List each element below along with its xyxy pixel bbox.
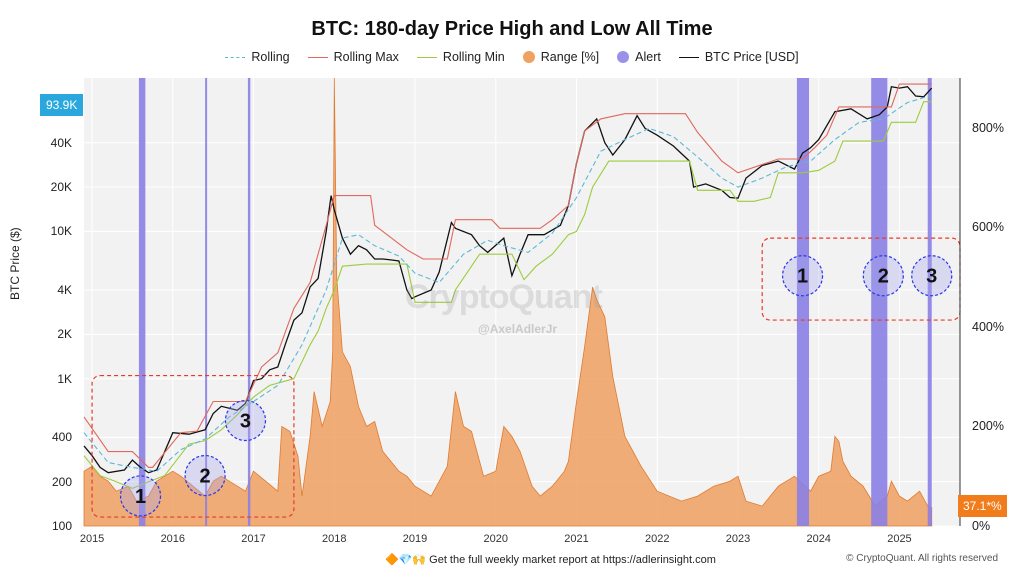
highlight-box-1 [91,374,295,518]
x-tick-label: 2023 [726,533,750,545]
legend-item[interactable]: Rolling Max [307,50,399,64]
y2-tick-label: 800% [972,120,1004,135]
x-tick-label: 2015 [80,533,104,545]
alert-bar-3 [247,78,251,526]
legend-item[interactable]: Alert [617,50,661,64]
alert-bar-1 [138,78,146,526]
alert-marker-circle [184,454,226,497]
legend-swatch [522,51,535,63]
footer-promo: 🔶💎🙌 Get the full weekly market report at… [385,554,716,566]
alert-bar-4 [796,78,810,526]
legend-item[interactable]: Rolling [225,50,290,64]
legend-item[interactable]: Range [%] [522,50,600,64]
x-tick-label: 2017 [241,533,265,545]
x-tick-label: 2016 [161,533,185,545]
x-tick-label: 2020 [484,533,508,545]
alert-marker-label: 2 [878,266,889,288]
alert-bar-2 [205,78,208,526]
y-tick-label: 200 [51,474,72,489]
current-range-badge: 37.1*% [958,495,1007,517]
alert-marker-circle [862,255,904,297]
alert-marker-label: 2 [200,466,211,488]
alert-marker-circle [781,255,824,297]
x-tick-label: 2021 [564,533,588,545]
plot-background [84,78,960,526]
y2-tick-label: 400% [972,319,1004,334]
y-axis-title: BTC Price ($) [8,227,22,300]
alert-bar-5 [871,78,888,526]
y-tick-label: 1K [57,371,72,386]
legend-swatch [416,56,437,58]
alert-marker-circle [224,399,267,442]
y-tick-label: 400 [51,430,72,445]
y-tick-label: 4K [57,283,72,297]
legend-swatch [617,51,630,63]
series-rolling-max [83,83,932,468]
y-tick-label: 100 [51,519,72,533]
y2-tick-label: 600% [972,220,1004,235]
legend-label: Rolling Max [333,50,399,64]
alert-marker-label: 1 [135,486,146,508]
legend-label: BTC Price [USD] [704,50,799,64]
legend-label: Rolling Min [442,50,505,64]
series-rolling [83,94,932,472]
y-tick-label: 40K [50,135,72,150]
alert-marker-label: 3 [926,266,937,288]
y-tick-label: 20K [50,180,72,195]
watermark-logo: CryptoQuant [405,278,603,316]
legend-label: Rolling [251,50,290,64]
legend-item[interactable]: Rolling Min [416,50,505,64]
y-tick-label: 2K [57,327,72,342]
y2-tick-label: 0% [972,519,991,533]
x-tick-label: 2024 [806,533,830,545]
alert-bar-6 [927,78,932,526]
x-tick-label: 2025 [887,533,911,545]
legend-label: Range [%] [540,50,600,64]
x-tick-label: 2018 [322,533,346,545]
legend-swatch [678,56,699,58]
x-tick-label: 2022 [645,533,669,545]
legend-label: Alert [635,50,661,64]
legend-swatch [225,56,246,58]
current-price-badge: 93.9K [40,94,84,116]
alert-marker-label: 1 [797,266,808,288]
alert-marker-label: 3 [240,411,251,433]
footer-copyright: © CryptoQuant. All rights reserved [846,553,998,564]
y2-tick-label: 200% [972,419,1004,434]
alert-marker-circle [119,475,162,517]
alert-marker-circle [911,255,953,297]
y-tick-label: 10K [50,224,72,239]
watermark-handle: @AxelAdlerJr [478,322,558,336]
legend-swatch [307,56,328,58]
legend: Rolling Rolling Max Rolling Min Range [%] Al… [0,50,1024,64]
series-range [83,77,933,527]
x-tick-label: 2019 [403,533,427,545]
series-rolling-min [83,101,932,489]
chart-title: BTC: 180-day Price High and Low All Time [311,18,713,40]
legend-item[interactable]: BTC Price [USD] [678,50,799,64]
